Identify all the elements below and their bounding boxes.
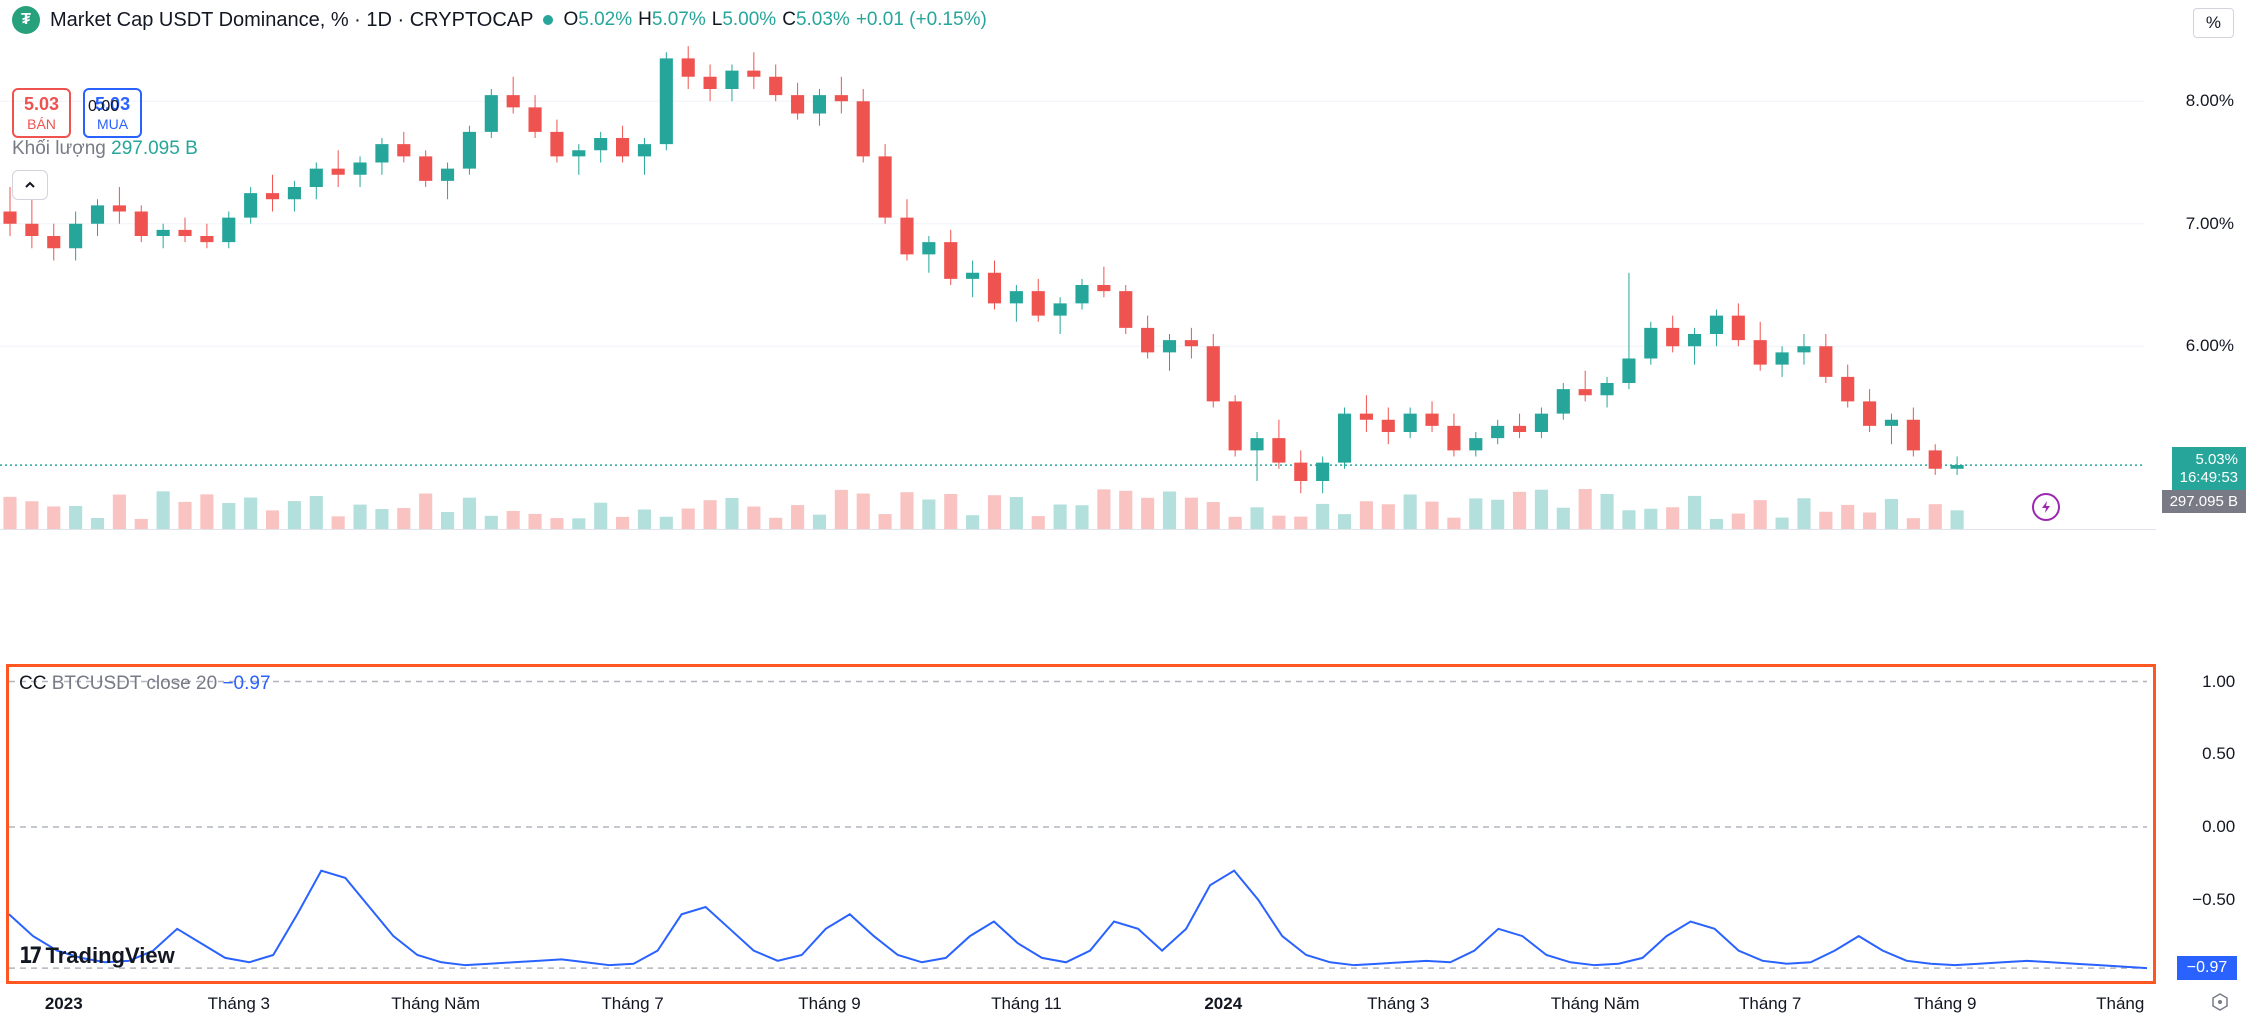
sell-badge[interactable]: 5.03 BÁN [12,88,71,138]
volume-tag: 297.095 B [2162,490,2246,513]
indicator-tick: −0.50 [2192,890,2235,910]
status-dot-icon [543,15,553,25]
indicator-tick: 1.00 [2202,672,2235,692]
time-tick: 2023 [45,994,83,1014]
indicator-value-tag: −0.97 [2177,956,2237,980]
current-price-tag: 5.03%16:49:53 [2172,447,2246,491]
chart-title: Market Cap USDT Dominance, % · 1D · CRYP… [50,9,533,32]
time-tick: Tháng 9 [798,994,860,1014]
indicator-pane[interactable]: CC BTCUSDT close 20 −0.97 17TradingView … [6,664,2156,984]
indicator-tick: 0.00 [2202,817,2235,837]
candlestick-chart [0,40,2156,529]
settings-hex-icon[interactable] [2210,992,2230,1012]
collapse-button[interactable] [12,170,48,200]
indicator-header: CC BTCUSDT close 20 −0.97 [19,673,271,695]
volume-bars [0,479,2156,529]
lightning-icon[interactable] [2032,493,2060,521]
ohlc-values: O5.02% H5.07% L5.00% C5.03% +0.01 (+0.15… [563,9,986,31]
price-tick: 6.00% [2186,336,2234,356]
tether-icon: ₮ [12,6,40,34]
chart-header: ₮ Market Cap USDT Dominance, % · 1D · CR… [0,0,2246,40]
zero-label: 0.00 [88,98,119,116]
time-tick: Tháng Năm [1551,994,1640,1014]
time-tick: Tháng 7 [601,994,663,1014]
price-tick: 7.00% [2186,214,2234,234]
time-tick: Tháng [2096,994,2144,1014]
percent-button[interactable]: % [2193,8,2234,38]
time-tick: Tháng 11 [991,994,1062,1014]
time-tick: Tháng 7 [1739,994,1801,1014]
chevron-up-icon [23,178,37,192]
indicator-tick: 0.50 [2202,744,2235,764]
indicator-chart [9,667,2153,981]
time-axis[interactable]: 2023 Tháng 3 Tháng Năm Tháng 7 Tháng 9 Tháng … [0,984,2246,1024]
price-tick: 8.00% [2186,91,2234,111]
time-tick: Tháng 9 [1914,994,1976,1014]
tradingview-logo: 17TradingView [19,943,175,969]
time-tick: Tháng 3 [1367,994,1429,1014]
time-tick: 2024 [1204,994,1242,1014]
volume-label: Khối lượng 297.095 B [12,138,198,160]
price-axis[interactable]: 8.00% 7.00% 6.00% 5.03%16:49:53297.095 B [2156,40,2246,658]
main-chart-pane[interactable]: 5.03 BÁN 5.03 MUA 0.00 Khối lượng 297.09… [0,40,2156,530]
time-tick: Tháng Năm [391,994,480,1014]
time-tick: Tháng 3 [208,994,270,1014]
